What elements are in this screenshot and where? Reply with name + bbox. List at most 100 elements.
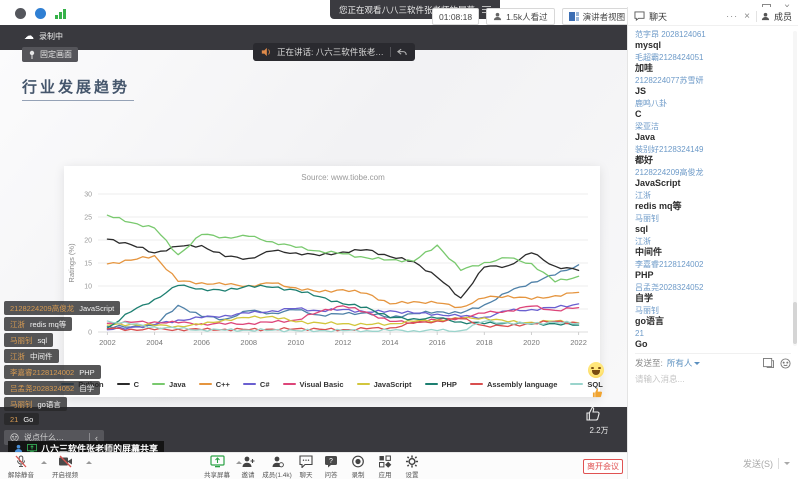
legend-item: Assembly language bbox=[469, 380, 557, 389]
bullet-chat-message: 21 Go bbox=[4, 413, 40, 425]
unmute-button[interactable]: 解除静音 bbox=[4, 455, 38, 479]
bullet-message-text: go语言 bbox=[37, 399, 61, 409]
start-video-button[interactable]: 开启视频 bbox=[48, 455, 82, 479]
chat-message-list[interactable]: 范字昂 2028124061 mysql 毛超霸2128424051 加哇 212822… bbox=[635, 29, 790, 347]
close-panel-icon[interactable]: × bbox=[744, 10, 750, 22]
pin-icon bbox=[29, 50, 35, 59]
viewers-button[interactable]: 1.5k人看过 bbox=[486, 8, 555, 25]
screenshot-icon[interactable] bbox=[763, 358, 774, 368]
chat-tab[interactable]: 聊天 bbox=[649, 11, 668, 22]
members-button[interactable]: 成员(1.4k) bbox=[260, 455, 294, 479]
share-screen-button[interactable]: 共享屏幕 bbox=[200, 455, 234, 479]
chat-button[interactable]: 聊天 bbox=[289, 455, 323, 479]
recording-label: 录制中 bbox=[39, 32, 63, 41]
chat-message-text: 中间件 bbox=[635, 247, 663, 257]
chat-message-text: 加哇 bbox=[635, 63, 654, 73]
bullet-message-text: 中间件 bbox=[30, 351, 53, 361]
send-to-select[interactable]: 所有人 bbox=[667, 357, 701, 369]
bullet-chat-message: 马丽钊 go语言 bbox=[4, 397, 67, 411]
chat-message: 2128224077苏雪妍 JS bbox=[635, 75, 790, 97]
svg-text:Source: www.tiobe.com: Source: www.tiobe.com bbox=[301, 173, 385, 182]
chat-message: 江浙 中间件 bbox=[635, 236, 790, 258]
legend-label: Java bbox=[169, 379, 186, 389]
gear-icon bbox=[405, 455, 419, 468]
chat-scrollbar-thumb[interactable] bbox=[793, 302, 797, 344]
title-underline bbox=[22, 100, 134, 101]
like-button[interactable] bbox=[585, 406, 613, 422]
tiobe-chart-card: 0510152025302002200420062008201020122014… bbox=[61, 166, 603, 397]
chat-message-text: JS bbox=[635, 86, 647, 96]
send-options-icon[interactable] bbox=[784, 462, 790, 465]
chat-sender-name: 鹿鸣八卦 bbox=[635, 99, 667, 108]
bullet-chat-message: 吕孟尧2028324052 自学 bbox=[4, 381, 101, 395]
members-tab[interactable]: 成员 bbox=[773, 11, 792, 22]
chart-legend: PythonCJavaC++C#Visual BasicJavaScriptPH… bbox=[61, 372, 603, 396]
settings-button[interactable]: 设置 bbox=[395, 455, 429, 479]
qa-icon: ? bbox=[325, 456, 337, 468]
chat-message-text: Go bbox=[635, 339, 648, 347]
svg-text:20: 20 bbox=[84, 238, 92, 245]
unmute-options-chevron[interactable] bbox=[41, 461, 47, 464]
chat-sender-name: 2128224209高俊龙 bbox=[635, 168, 704, 177]
chat-sender-name: 21 bbox=[635, 329, 644, 338]
emoji-icon[interactable] bbox=[780, 357, 791, 369]
svg-text:2006: 2006 bbox=[193, 338, 210, 347]
thumb-emoji-reaction bbox=[592, 387, 603, 398]
send-button[interactable]: 发送(S) bbox=[743, 459, 773, 469]
chat-sender-name: 2128224077苏雪妍 bbox=[635, 76, 704, 85]
legend-label: SQL bbox=[587, 379, 603, 389]
svg-text:2008: 2008 bbox=[240, 338, 257, 347]
invite-icon bbox=[242, 456, 255, 467]
laugh-emoji-reaction bbox=[588, 362, 604, 378]
video-options-chevron[interactable] bbox=[86, 461, 92, 464]
recording-indicator[interactable]: ☁ 录制中 bbox=[24, 31, 63, 42]
bottom-toolbar: 解除静音 开启视频 共享屏幕 邀请 成员(1.4k) 聊天 ? 问答 bbox=[0, 452, 627, 479]
svg-text:2022: 2022 bbox=[570, 338, 587, 347]
bullet-sender-name: 21 bbox=[10, 414, 19, 424]
bullet-input-placeholder: 说点什么… bbox=[24, 433, 64, 442]
sidebar-header: 聊天 ··· × 成员 bbox=[628, 7, 798, 26]
share-banner-text: 八六三软件张老师的屏幕共享 bbox=[41, 443, 159, 454]
slide-title: 行业发展趋势 bbox=[22, 79, 131, 96]
bullet-chat-overlay: 2128224209高俊龙 JavaScript 江浙 redis mq等 马丽钊 sql… bbox=[4, 301, 121, 445]
network-signal-icon bbox=[55, 8, 67, 19]
svg-text:2018: 2018 bbox=[476, 338, 493, 347]
record-button[interactable]: 录制 bbox=[341, 455, 375, 479]
invite-button[interactable]: 邀请 bbox=[231, 455, 265, 479]
chat-input[interactable]: 请输入消息... bbox=[635, 373, 790, 443]
svg-text:2020: 2020 bbox=[523, 338, 540, 347]
meeting-toolbar: 01:08:18 1.5k人看过 演讲者视图 bbox=[432, 8, 686, 25]
chat-sender-name: 毛超霸2128424051 bbox=[635, 53, 704, 62]
bullet-sender-name: 马丽钊 bbox=[10, 335, 33, 345]
collapse-arrow-icon[interactable]: ‹ bbox=[95, 432, 98, 443]
bullet-chat-message: 江浙 中间件 bbox=[4, 349, 59, 363]
leave-meeting-button[interactable]: 离开会议 bbox=[583, 459, 623, 474]
svg-text:?: ? bbox=[329, 458, 333, 465]
info-icon bbox=[15, 8, 26, 19]
legend-swatch bbox=[198, 383, 212, 385]
bullet-message-text: Go bbox=[23, 414, 34, 424]
chat-scrollbar[interactable] bbox=[793, 31, 797, 346]
speaking-indicator: 正在讲话: 八六三软件张老… bbox=[253, 43, 415, 61]
legend-swatch bbox=[570, 383, 584, 385]
screen-share-icon bbox=[27, 443, 37, 453]
reply-arrow-icon[interactable] bbox=[396, 48, 407, 57]
apps-button[interactable]: 应用 bbox=[368, 455, 402, 479]
chat-message: 鹿鸣八卦 C bbox=[635, 98, 790, 120]
bullet-chat-message: 江浙 redis mq等 bbox=[4, 317, 73, 331]
chat-message: 李嘉睿2128124002 PHP bbox=[635, 259, 790, 281]
chat-bubble-icon bbox=[634, 11, 645, 21]
qa-button[interactable]: ? 问答 bbox=[314, 455, 348, 479]
more-options-icon[interactable]: ··· bbox=[726, 11, 739, 21]
presentation-slide: 行业发展趋势 051015202530200220042006200820102… bbox=[0, 50, 627, 407]
bullet-message-text: PHP bbox=[79, 367, 95, 377]
chat-message: 江浙 redis mq等 bbox=[635, 190, 790, 212]
share-options-chevron[interactable] bbox=[236, 461, 242, 464]
members-icon bbox=[272, 456, 284, 468]
pin-screen-button[interactable]: 固定画面 bbox=[22, 47, 78, 62]
chat-message-text: PHP bbox=[635, 270, 654, 280]
legend-item: C bbox=[116, 380, 139, 389]
legend-label: PHP bbox=[441, 379, 457, 389]
chat-message: 装别好2128324149 都好 bbox=[635, 144, 790, 166]
